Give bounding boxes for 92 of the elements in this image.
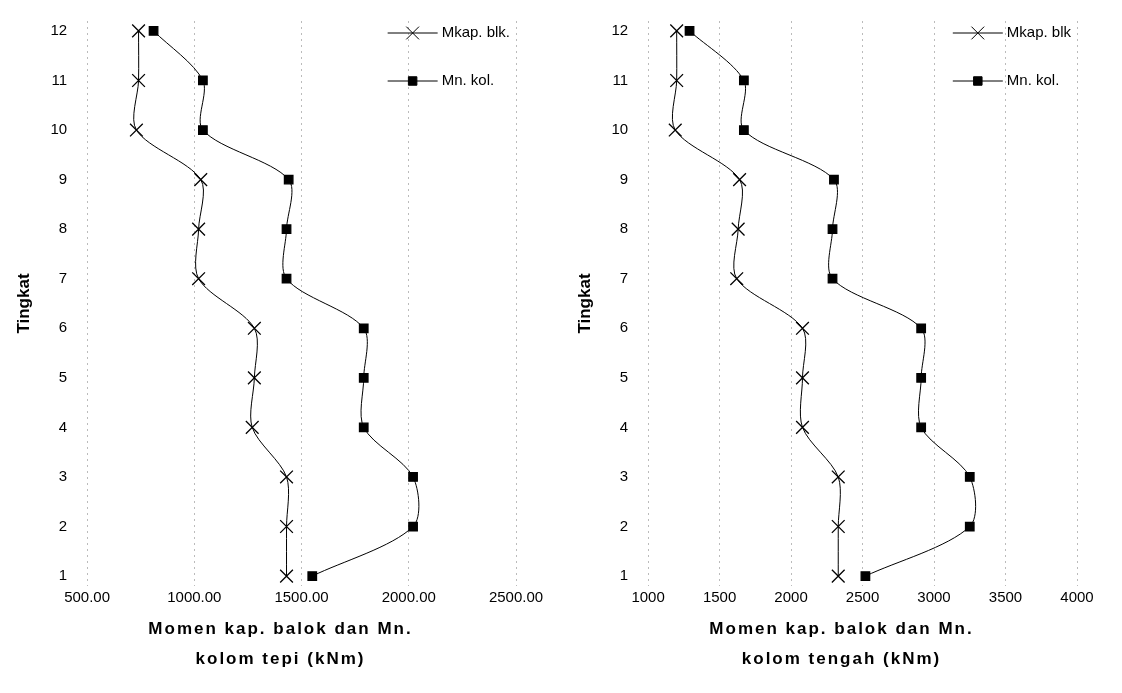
point xyxy=(668,123,683,138)
point xyxy=(795,321,810,336)
point xyxy=(916,422,927,433)
y-tick-label: 1 xyxy=(58,566,68,584)
x-axis-title: Momen kap. balok dan Mn. kolom tengah (kNm) xyxy=(708,618,975,670)
point xyxy=(408,472,418,482)
point xyxy=(669,23,684,38)
y-tick-label: 9 xyxy=(619,169,629,187)
y-tick-label: 12 xyxy=(50,21,68,39)
point xyxy=(358,422,369,433)
x-tick-label: 4000 xyxy=(1060,588,1094,606)
point xyxy=(408,521,418,532)
point xyxy=(795,420,810,435)
y-axis-title: Tingkat xyxy=(574,273,594,334)
x-tick-label: 1500 xyxy=(702,588,737,606)
y-tick-label: 5 xyxy=(58,367,68,385)
point xyxy=(829,174,839,185)
point xyxy=(131,23,146,38)
point xyxy=(732,172,747,187)
point xyxy=(279,569,294,584)
y-tick-label: 1 xyxy=(619,566,629,584)
point xyxy=(964,521,975,532)
x-tick-label: 3000 xyxy=(917,588,951,606)
point xyxy=(964,472,975,482)
point xyxy=(358,372,369,383)
legend-label: Mn. kol. xyxy=(441,71,495,89)
point xyxy=(191,271,206,286)
point xyxy=(247,321,262,336)
y-tick-label: 8 xyxy=(58,219,68,237)
x-tick-label: 1500.00 xyxy=(274,588,329,606)
point xyxy=(731,222,746,237)
point xyxy=(129,123,144,138)
point xyxy=(827,224,838,235)
legend-label: Mkap. blk. xyxy=(441,23,510,41)
x-axis-title: Momen kap. balok dan Mn. kolom tepi (kNm) xyxy=(147,618,414,670)
point xyxy=(738,125,749,135)
point xyxy=(247,370,262,385)
point xyxy=(279,519,294,534)
y-axis-title: Tingkat xyxy=(13,273,33,334)
y-tick-label: 5 xyxy=(619,367,629,385)
point xyxy=(148,26,159,36)
y-tick-label: 11 xyxy=(51,70,68,88)
point xyxy=(831,569,846,584)
point xyxy=(916,323,927,334)
point xyxy=(831,469,846,484)
y-tick-label: 4 xyxy=(619,417,629,435)
point xyxy=(795,370,810,385)
y-tick-label: 10 xyxy=(50,120,68,138)
y-tick-label: 4 xyxy=(58,417,68,435)
y-tick-label: 8 xyxy=(619,219,629,237)
point xyxy=(669,73,684,88)
x-tick-label: 3500 xyxy=(988,588,1023,606)
point xyxy=(738,75,749,86)
x-tick-label: 2000 xyxy=(774,588,808,606)
point xyxy=(245,420,260,435)
legend-label: Mn. kol. xyxy=(1006,71,1060,89)
point xyxy=(684,26,695,36)
point xyxy=(307,571,318,581)
x-tick-label: 500.00 xyxy=(64,588,111,606)
point xyxy=(191,222,206,237)
y-tick-label: 6 xyxy=(58,318,68,336)
y-tick-label: 11 xyxy=(612,70,629,88)
y-tick-label: 12 xyxy=(611,21,629,39)
x-tick-label: 2500 xyxy=(845,588,880,606)
x-tick-label: 2000.00 xyxy=(381,588,436,606)
point xyxy=(831,519,846,534)
point xyxy=(198,75,208,86)
y-tick-label: 9 xyxy=(58,169,68,187)
y-tick-label: 3 xyxy=(619,467,629,485)
y-tick-label: 7 xyxy=(619,268,629,286)
y-tick-label: 2 xyxy=(619,516,629,534)
point xyxy=(279,469,294,484)
y-tick-label: 3 xyxy=(58,467,68,485)
point xyxy=(358,323,369,334)
point xyxy=(281,224,292,235)
point xyxy=(131,73,146,88)
point xyxy=(193,172,208,187)
point xyxy=(827,273,838,284)
point xyxy=(916,372,927,383)
x-tick-label: 1000.00 xyxy=(167,588,222,606)
point xyxy=(283,174,294,185)
x-tick-label: 1000 xyxy=(631,588,665,606)
y-tick-label: 10 xyxy=(611,120,629,138)
point xyxy=(281,273,292,284)
x-tick-label: 2500.00 xyxy=(488,588,544,606)
y-tick-label: 2 xyxy=(58,516,68,534)
y-tick-label: 6 xyxy=(619,318,629,336)
point xyxy=(729,271,744,286)
point xyxy=(860,571,871,581)
legend-label: Mkap. blk xyxy=(1006,23,1072,41)
point xyxy=(198,125,208,135)
y-tick-label: 7 xyxy=(58,268,68,286)
